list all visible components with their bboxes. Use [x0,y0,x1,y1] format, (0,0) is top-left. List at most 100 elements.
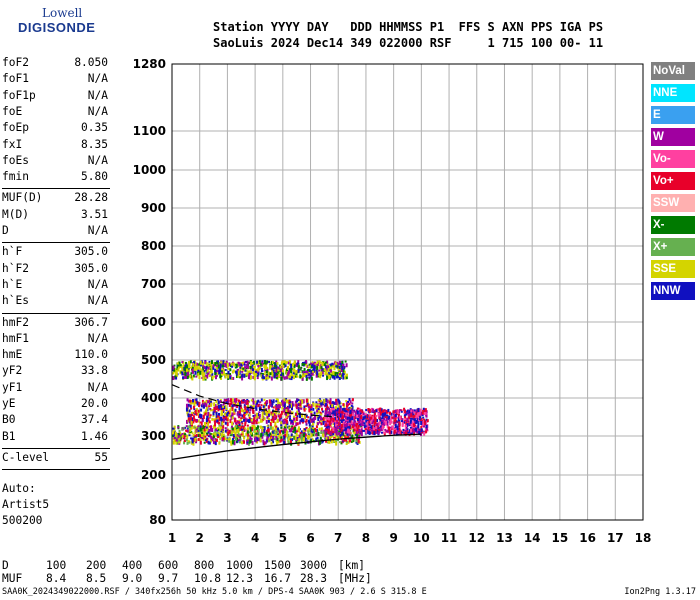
echo-point [197,419,200,423]
echo-point [193,400,196,405]
echo-point [241,441,244,445]
echo-point [341,421,344,426]
echo-point [285,419,288,424]
echo-point [268,433,271,437]
echo-point [284,376,287,379]
echo-point [244,405,247,410]
echo-point [344,408,347,411]
echo-point [378,415,381,420]
echo-point [188,364,191,369]
echo-point [258,413,261,417]
echo-point [200,408,203,412]
echo-point [282,364,285,368]
echo-point [303,363,306,366]
echo-point [304,371,307,374]
echo-point [275,406,278,411]
echo-point [320,413,323,416]
echo-point [186,398,189,402]
echo-point [335,398,338,402]
echo-point [234,431,237,436]
echo-point [208,441,211,445]
echo-point [237,421,240,424]
echo-point [192,434,195,438]
echo-point [250,361,253,365]
legend-item: W [651,128,695,146]
param-value: N/A [87,380,108,394]
echo-point [210,436,213,440]
echo-point [183,441,186,445]
echo-point [405,425,408,429]
echo-point [405,421,408,426]
echo-point [208,360,211,363]
echo-point [187,425,190,429]
echo-point [265,370,268,374]
echo-point [276,440,279,445]
echo-point [319,376,322,379]
echo-point [341,408,344,413]
echo-point [318,366,321,370]
echo-point [326,404,329,408]
echo-point [292,403,295,407]
echo-point [390,430,393,434]
echo-point [216,403,219,406]
echo-point [225,431,228,434]
echo-point [290,433,293,437]
echo-point [337,414,340,418]
echo-point [238,376,241,379]
echo-point [257,367,260,372]
echo-point [257,371,260,376]
echo-point [348,413,351,416]
echo-point [287,441,290,445]
echo-point [363,429,366,432]
echo-point [347,440,350,444]
echo-point [356,410,359,415]
echo-point [250,375,253,380]
echo-point [358,433,361,437]
echo-point [320,399,323,404]
echo-point [210,370,213,374]
echo-point [213,409,216,413]
echo-point [210,432,213,435]
echo-point [192,367,195,371]
echo-point [250,437,253,440]
echo-point [275,436,278,441]
source-info: SAA0K_2024349022000.RSF / 340fx256h 50 k… [2,587,427,597]
echo-point [395,412,398,416]
echo-point [298,437,301,442]
echo-point [297,430,300,433]
echo-point [401,431,404,434]
y-tick-label: 1100 [133,124,166,138]
echo-point [404,410,407,414]
echo-point [290,365,293,369]
echo-point [315,405,318,408]
echo-point [348,403,351,406]
echo-point [348,431,351,436]
echo-point [291,403,294,407]
echo-point [348,421,351,425]
auto-version: 500200 [2,514,43,527]
echo-point [202,436,205,439]
echo-point [251,364,254,369]
echo-point [367,408,370,412]
echo-point [315,401,318,404]
echo-point [355,430,358,435]
echo-point [216,429,219,432]
echo-point [228,429,231,434]
echo-point [221,364,224,368]
echo-point [218,368,221,373]
echo-point [324,412,327,417]
echo-point [263,417,266,421]
echo-point [228,414,231,418]
echo-point [386,410,389,414]
echo-point [229,431,232,435]
echo-point [205,419,208,423]
echo-point [324,415,327,420]
echo-point [353,428,356,432]
muf-row-value: 800 [194,559,215,572]
echo-point [224,373,227,378]
echo-point [249,426,252,430]
echo-point [202,429,205,434]
echo-point [205,362,208,365]
echo-point [420,426,423,429]
echo-point [309,362,312,367]
